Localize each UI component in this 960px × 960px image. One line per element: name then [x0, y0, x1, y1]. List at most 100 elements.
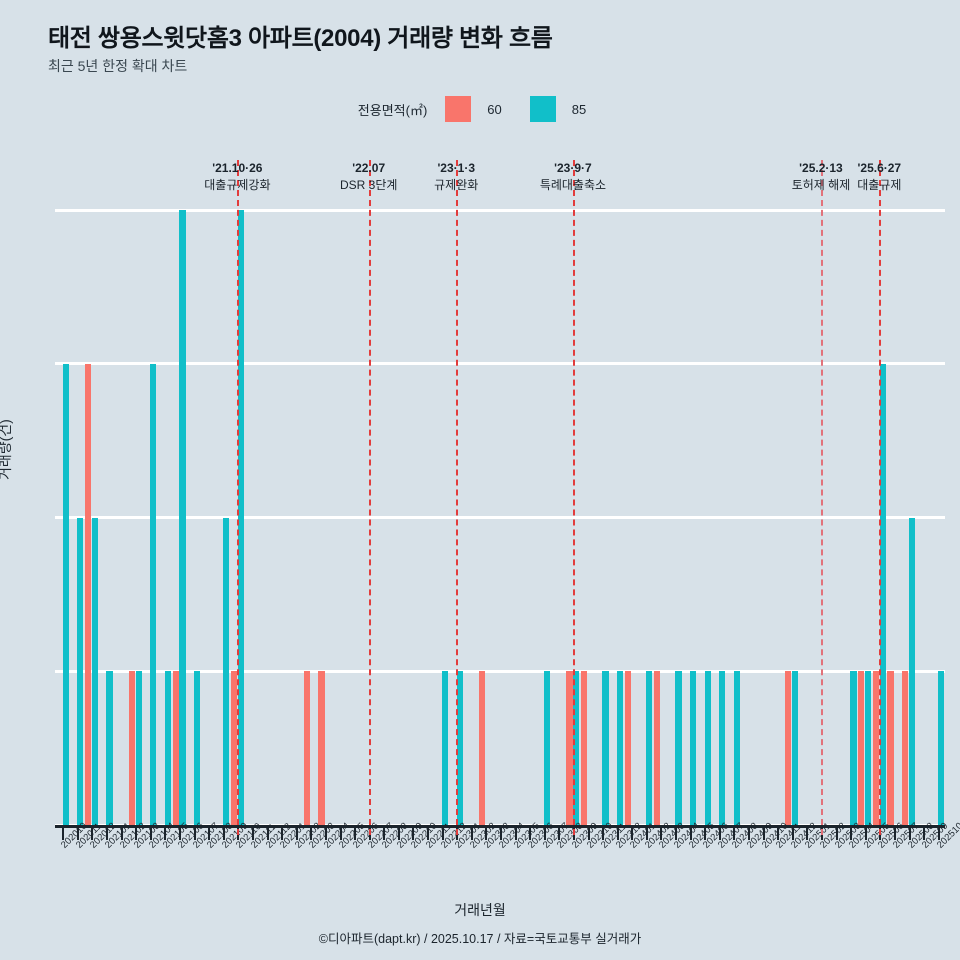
- x-tick: [660, 828, 663, 840]
- x-tick: [310, 828, 313, 840]
- legend-swatch-85: [529, 96, 556, 122]
- x-tick: [383, 828, 386, 840]
- bar: [128, 671, 135, 825]
- x-tick: [733, 828, 736, 840]
- chart-legend: 전용면적(㎡) 60 85: [0, 96, 960, 122]
- x-tick: [324, 828, 327, 840]
- event-annotation: '25.2·13 토허제 해제: [792, 160, 851, 195]
- bar: [719, 671, 726, 825]
- event-date: '25.6·27: [857, 161, 902, 175]
- bar: [902, 671, 909, 825]
- event-marker-line: [456, 160, 459, 835]
- event-annotation: '23·1·3 규제완화: [434, 160, 478, 195]
- bar: [581, 671, 588, 825]
- bar: [106, 671, 113, 825]
- x-tick: [76, 828, 79, 840]
- legend-label-85: 85: [571, 101, 587, 117]
- legend-title: 전용면적(㎡): [357, 102, 428, 118]
- event-label: 대출규제: [857, 178, 902, 193]
- bar: [135, 671, 142, 825]
- event-label: 특례대출축소: [539, 178, 607, 193]
- bar: [624, 671, 631, 825]
- x-tick: [470, 828, 473, 840]
- event-annotation: '23·9·7 특례대출축소: [540, 160, 606, 195]
- bar: [689, 671, 697, 825]
- bar: [566, 671, 573, 825]
- x-tick: [835, 828, 838, 840]
- bar: [675, 671, 682, 825]
- x-tick: [135, 828, 138, 840]
- chart-credit: ©디아파트(dapt.kr) / 2025.10.17 / 자료=국토교통부 실…: [318, 932, 642, 946]
- bar: [456, 671, 463, 825]
- x-tick: [164, 828, 167, 840]
- bar: [478, 671, 486, 825]
- x-tick: [543, 828, 546, 840]
- x-tick: [281, 828, 284, 840]
- x-tick: [179, 828, 182, 840]
- bar: [172, 671, 179, 825]
- event-date: '22.07: [352, 161, 386, 175]
- x-tick: [427, 828, 430, 840]
- page-title: 태전 쌍용스윗닷홈3 아파트(2004) 거래량 변화 흐름: [48, 25, 553, 52]
- bar: [704, 671, 711, 825]
- gridline: [55, 516, 945, 519]
- x-tick: [339, 828, 342, 840]
- bar: [865, 671, 872, 825]
- page-subtitle: 최근 5년 한정 확대 차트: [48, 58, 188, 74]
- x-tick: [120, 828, 123, 840]
- plot-area: [55, 208, 945, 827]
- bar: [193, 671, 201, 825]
- gridline: [55, 362, 945, 366]
- gridline: [55, 669, 945, 673]
- event-annotation: '21.10·26 대출규제강화: [204, 160, 270, 195]
- event-date: '21.10·26: [212, 161, 263, 175]
- x-tick: [689, 828, 692, 840]
- bar: [230, 671, 238, 825]
- bar: [879, 363, 886, 825]
- x-tick: [777, 828, 780, 840]
- bar: [237, 210, 244, 825]
- x-tick: [762, 828, 765, 840]
- bar: [858, 671, 865, 825]
- bar: [733, 671, 740, 825]
- bar: [617, 671, 624, 825]
- bar: [441, 671, 449, 825]
- x-tick: [251, 828, 254, 840]
- x-tick: [748, 828, 751, 840]
- x-tick: [631, 828, 634, 840]
- x-tick: [558, 828, 561, 840]
- x-tick: [106, 828, 109, 840]
- x-tick: [893, 828, 896, 840]
- x-tick: [514, 828, 517, 840]
- bar: [653, 671, 661, 825]
- x-tick: [704, 828, 707, 840]
- bar: [179, 210, 186, 825]
- bar: [573, 671, 580, 825]
- x-tick: [602, 828, 605, 840]
- x-tick: [91, 828, 94, 840]
- bar: [602, 671, 609, 825]
- x-tick: [529, 828, 532, 840]
- gridline: [55, 208, 945, 212]
- bar: [872, 671, 880, 825]
- x-tick: [923, 828, 926, 840]
- bar: [77, 517, 84, 825]
- x-tick: [412, 828, 415, 840]
- legend-swatch-60: [445, 96, 472, 122]
- event-label: 규제완화: [434, 178, 479, 193]
- bar: [850, 671, 857, 825]
- bar: [887, 671, 894, 825]
- bar: [84, 363, 92, 825]
- bar: [318, 671, 325, 825]
- event-date: '23·9·7: [554, 161, 592, 175]
- x-tick: [149, 828, 152, 840]
- bar: [646, 671, 653, 825]
- x-tick: [616, 828, 619, 840]
- bar: [164, 671, 171, 825]
- x-tick: [864, 828, 867, 840]
- x-tick: [397, 828, 400, 840]
- event-marker-line: [368, 160, 371, 835]
- event-annotation: '25.6·27 대출규제: [857, 160, 901, 195]
- event-marker-line: [820, 160, 823, 835]
